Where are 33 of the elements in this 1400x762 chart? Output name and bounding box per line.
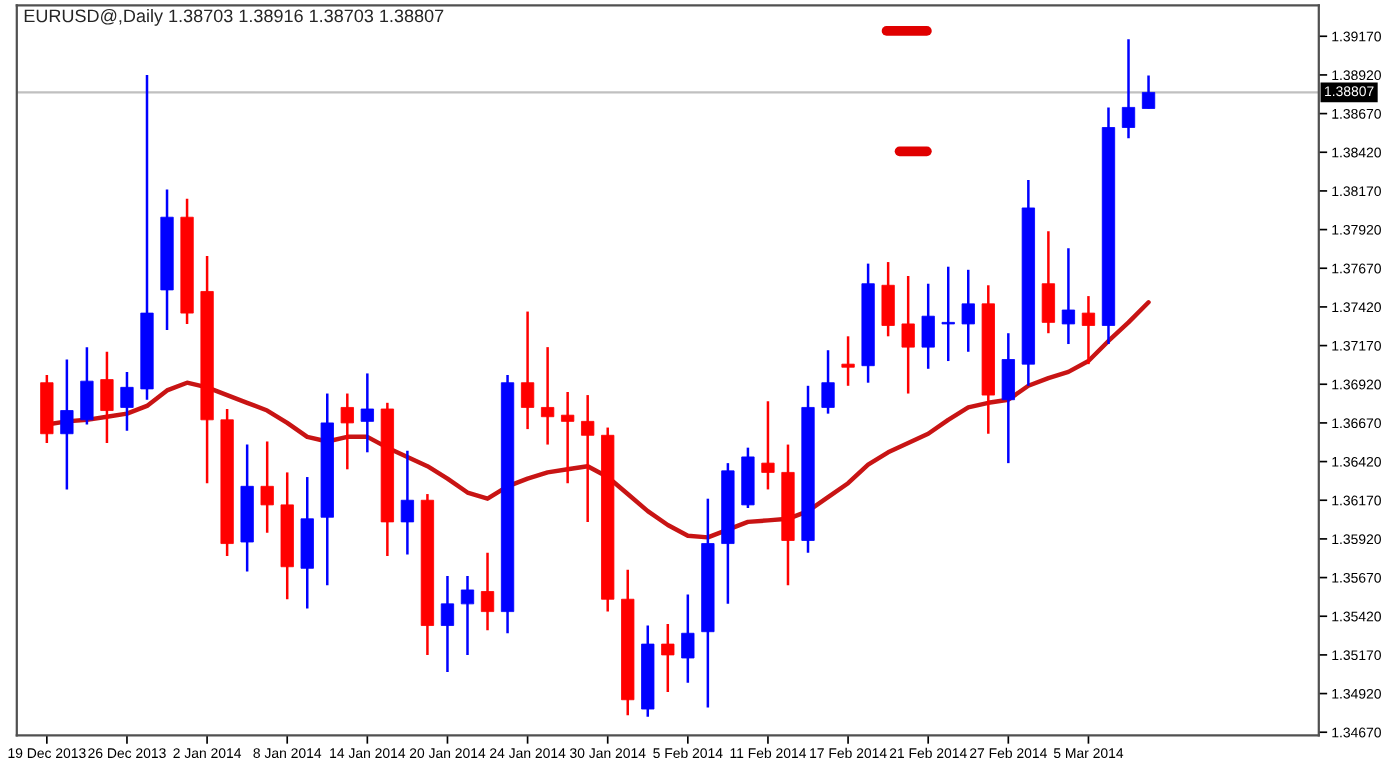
candlestick [1121,38,1136,140]
candlestick [881,260,895,338]
candlestick [80,345,94,426]
candlestick [941,265,955,363]
candlestick [520,310,535,431]
candlestick [1041,229,1056,335]
candlestick [681,593,695,684]
candlestick [440,574,455,674]
candlestick [841,335,855,388]
candlestick [1081,294,1096,366]
candlestick [100,350,114,445]
candlestick [961,268,975,354]
candlestick [561,390,575,485]
candlestick [741,446,755,510]
candlestick [761,400,775,491]
candlestick [340,392,354,471]
candlestick [1061,246,1076,346]
candlestick [60,358,74,491]
candlestick [480,551,495,632]
candlestick [260,440,274,534]
candlestick [540,345,555,446]
candlestick [821,348,835,415]
candlestick [1141,74,1156,110]
candlestick [901,274,915,395]
candlestick [1001,331,1015,465]
candlestick [400,449,415,556]
candlestick [460,574,475,657]
candlestick [360,372,374,454]
candlestick [661,622,675,694]
candlestick [120,370,134,432]
chart-title: EURUSD@,Daily 1.38703 1.38916 1.38703 1.38807 [24,8,444,26]
candlestick [921,282,935,371]
candlestick [581,393,595,524]
